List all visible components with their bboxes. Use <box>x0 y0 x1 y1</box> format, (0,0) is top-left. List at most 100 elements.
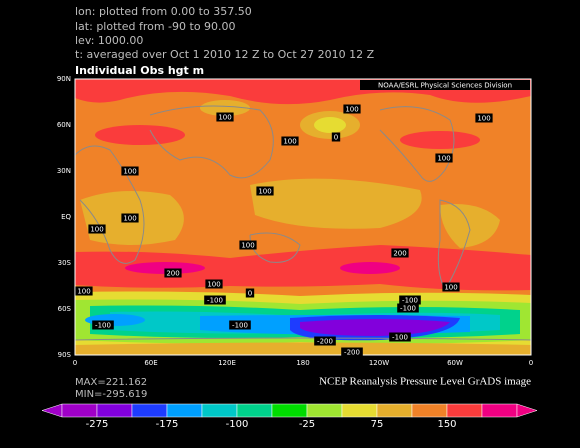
contour-label-box <box>164 268 182 278</box>
colorbar-swatch <box>446 403 483 418</box>
lat-label: 90N <box>57 75 71 83</box>
contour-label-box <box>389 332 411 342</box>
colorbar-swatch <box>411 403 448 418</box>
lon-label: 60E <box>144 359 157 367</box>
contour-label: 100 <box>444 284 457 292</box>
contour-label-box <box>75 286 93 296</box>
contour-label-box <box>256 186 274 196</box>
field-band <box>250 178 422 229</box>
credit-box <box>360 80 530 90</box>
contour-label-box <box>341 347 363 357</box>
colorbar-swatch <box>236 403 273 418</box>
lon-label: 60W <box>447 359 463 367</box>
lon-label: 180 <box>296 359 309 367</box>
colorbar-swatch <box>131 403 168 418</box>
contour-label: 200 <box>393 250 406 258</box>
contour-label: -100 <box>402 297 418 305</box>
colorbar-label: -275 <box>86 419 109 430</box>
colorbar-swatch <box>201 403 238 418</box>
field-band <box>200 100 250 116</box>
contour-label: -100 <box>232 322 248 330</box>
contour-label: 100 <box>477 115 490 123</box>
contour-label-box <box>391 248 409 258</box>
contour-label-box <box>229 320 251 330</box>
contour-label-box <box>205 279 223 289</box>
colorbar-swatch <box>61 403 98 418</box>
field-band <box>340 262 400 274</box>
field-band <box>125 262 205 274</box>
lat-label: 60S <box>58 305 72 313</box>
field-band <box>440 204 500 248</box>
contour-label: 100 <box>437 155 450 163</box>
header-line: lev: 1000.00 <box>75 34 143 47</box>
contour-label-box <box>239 240 257 250</box>
contour-label-box <box>314 336 336 346</box>
contour-label-box <box>245 288 255 298</box>
contour-label: 100 <box>90 226 103 234</box>
lon-label: 120E <box>218 359 236 367</box>
contour-label: 100 <box>123 168 136 176</box>
source-label: NCEP Reanalysis Pressure Level GrADS ima… <box>319 376 531 388</box>
contour-label: -100 <box>392 334 408 342</box>
max-label: MAX=221.162 <box>75 377 147 388</box>
colorbar-label: -175 <box>156 419 179 430</box>
contour-label: -100 <box>207 297 223 305</box>
lat-label: EQ <box>61 213 71 221</box>
contour-label-box <box>442 282 460 292</box>
coastlines <box>75 105 531 341</box>
colorbar-swatch <box>96 403 133 418</box>
contour-label: 100 <box>258 188 271 196</box>
field-band <box>300 319 450 336</box>
field-band <box>95 125 185 145</box>
contour-label: -100 <box>95 322 111 330</box>
colorbar-label: 150 <box>437 419 456 430</box>
contour-label: 100 <box>345 106 358 114</box>
contour-label-box <box>92 320 114 330</box>
contour-label-box <box>435 153 453 163</box>
contour-label-box <box>475 113 493 123</box>
colorbar-label: -25 <box>299 419 315 430</box>
map-field <box>75 79 531 355</box>
colorbar-end <box>41 403 63 418</box>
min-label: MIN=-295.619 <box>75 389 147 400</box>
lat-label: 30N <box>57 167 71 175</box>
lon-label: 0 <box>529 359 533 367</box>
colorbar-label: -100 <box>226 419 249 430</box>
header-line: t: averaged over Oct 1 2010 12 Z to Oct … <box>75 48 375 61</box>
lon-label: 0 <box>73 359 77 367</box>
contour-label-box <box>88 224 106 234</box>
map-frame <box>74 78 532 356</box>
colorbar-label: 75 <box>371 419 384 430</box>
contour-label-box <box>204 295 226 305</box>
contour-label-box <box>397 303 419 313</box>
colorbar-swatch <box>341 403 378 418</box>
contour-label: 100 <box>207 281 220 289</box>
contour-label: 100 <box>123 215 136 223</box>
contour-label: 100 <box>283 138 296 146</box>
colorbar-swatch <box>306 403 343 418</box>
colorbar-swatch <box>376 403 413 418</box>
contour-label: -100 <box>400 305 416 313</box>
contour-label: 100 <box>218 114 231 122</box>
contour-label: 100 <box>77 288 90 296</box>
credit: NOAA/ESRL Physical Sciences Division <box>378 82 512 90</box>
field-band <box>75 245 531 291</box>
contour-label: 100 <box>241 242 254 250</box>
field-band <box>75 342 531 355</box>
header-line: lon: plotted from 0.00 to 357.50 <box>75 5 252 18</box>
colorbar-swatch <box>481 403 518 418</box>
contour-label: -200 <box>317 338 333 346</box>
contour-label: 0 <box>334 134 338 142</box>
field-band <box>314 117 346 133</box>
colorbar-end <box>516 403 538 418</box>
contour-label: 0 <box>248 290 252 298</box>
contour-label-box <box>281 136 299 146</box>
contour-label: 200 <box>166 270 179 278</box>
header-line: lat: plotted from -90 to 90.00 <box>75 20 236 33</box>
field-band <box>400 131 480 149</box>
lat-label: 30S <box>58 259 72 267</box>
lat-label: 60N <box>57 121 71 129</box>
contour-label-box <box>121 213 139 223</box>
lon-label: 120W <box>369 359 389 367</box>
